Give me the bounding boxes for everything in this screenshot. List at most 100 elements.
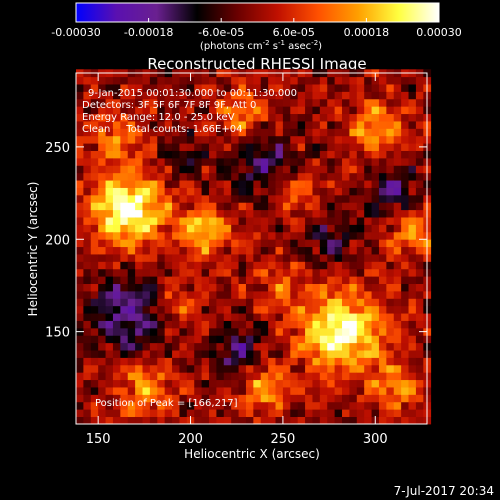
heatmap-cell [253, 98, 262, 107]
heatmap-cell [98, 298, 106, 307]
heatmap-cell [186, 313, 195, 321]
heatmap-cell [297, 416, 306, 425]
heatmap-cell [179, 290, 188, 299]
heatmap-cell [297, 194, 306, 203]
heatmap-cell [371, 150, 380, 159]
heatmap-cell [401, 357, 409, 366]
heatmap-cell [356, 76, 365, 85]
heatmap-cell [275, 268, 284, 277]
heatmap-cell [393, 121, 402, 129]
heatmap-cell [157, 217, 166, 225]
heatmap-cell [282, 298, 291, 307]
heatmap-cell [127, 143, 136, 151]
heatmap-cell [253, 157, 262, 166]
heatmap-cell [216, 320, 225, 329]
heatmap-cell [245, 165, 254, 174]
heatmap-cell [356, 194, 365, 203]
heatmap-cell [105, 143, 114, 151]
heatmap-cell [334, 76, 343, 85]
heatmap-cell [90, 372, 99, 381]
heatmap-cell [378, 290, 387, 299]
heatmap-cell [98, 409, 106, 418]
heatmap-cell [98, 98, 106, 107]
heatmap-cell [238, 379, 247, 388]
heatmap-cell [253, 261, 262, 270]
heatmap-cell [172, 128, 180, 137]
heatmap-cell [401, 379, 409, 388]
heatmap-cell [378, 372, 387, 381]
heatmap-cell [201, 254, 210, 262]
heatmap-cell [290, 283, 299, 292]
heatmap-cell [238, 84, 247, 92]
heatmap-cell [342, 342, 350, 351]
heatmap-cell [105, 372, 114, 381]
heatmap-cell [415, 128, 424, 137]
heatmap-cell [319, 76, 328, 85]
heatmap-cell [135, 84, 143, 92]
heatmap-cell [120, 187, 129, 196]
heatmap-cell [83, 121, 92, 129]
heatmap-cell [245, 394, 254, 403]
heatmap-cell [105, 409, 114, 418]
heatmap-cell [142, 372, 151, 381]
heatmap-cell [112, 150, 121, 159]
heatmap-cell [275, 298, 284, 307]
heatmap-cell [290, 187, 299, 196]
heatmap-cell [349, 239, 358, 248]
heatmap-cell [378, 106, 387, 115]
heatmap-cell [327, 165, 336, 174]
heatmap-cell [401, 84, 409, 92]
heatmap-cell [393, 165, 402, 174]
heatmap-cell [238, 143, 247, 151]
heatmap-cell [268, 401, 276, 410]
heatmap-cell [334, 387, 343, 395]
heatmap-cell [415, 76, 424, 85]
heatmap-cell [172, 387, 180, 395]
heatmap-cell [76, 357, 84, 366]
heatmap-cell [127, 372, 136, 381]
heatmap-cell [386, 401, 395, 410]
heatmap-cell [342, 135, 350, 144]
heatmap-cell [342, 106, 350, 115]
heatmap-cell [120, 121, 129, 129]
heatmap-cell [149, 209, 158, 218]
heatmap-cell [98, 342, 106, 351]
heatmap-cell [120, 261, 129, 270]
heatmap-cell [415, 231, 424, 240]
heatmap-cell [312, 106, 321, 115]
heatmap-cell [275, 335, 284, 344]
heatmap-cell [216, 335, 225, 344]
heatmap-cell [172, 268, 180, 277]
heatmap-cell [149, 84, 158, 92]
heatmap-cell [260, 416, 269, 425]
heatmap-cell [245, 350, 254, 358]
heatmap-cell [157, 283, 166, 292]
heatmap-cell [120, 217, 129, 225]
heatmap-cell [253, 113, 262, 122]
heatmap-cell [142, 231, 151, 240]
heatmap-cell [356, 320, 365, 329]
heatmap-cell [209, 254, 217, 262]
heatmap-cell [135, 387, 143, 395]
heatmap-cell [186, 246, 195, 255]
heatmap-cell [194, 180, 203, 188]
heatmap-cell [319, 409, 328, 418]
heatmap-cell [98, 246, 106, 255]
heatmap-cell [98, 165, 106, 174]
heatmap-cell [305, 372, 313, 381]
heatmap-cell [415, 239, 424, 248]
heatmap-cell [342, 231, 350, 240]
heatmap-cell [83, 290, 92, 299]
heatmap-cell [401, 224, 409, 233]
heatmap-cell [231, 157, 239, 166]
heatmap-cell [356, 209, 365, 218]
heatmap-cell [157, 128, 166, 137]
heatmap-cell [164, 106, 173, 115]
heatmap-cell [245, 357, 254, 366]
heatmap-cell [120, 416, 129, 425]
heatmap-cell [223, 157, 232, 166]
heatmap-cell [260, 401, 269, 410]
heatmap-cell [297, 135, 306, 144]
heatmap-cell [98, 239, 106, 248]
heatmap-cell [194, 91, 203, 100]
